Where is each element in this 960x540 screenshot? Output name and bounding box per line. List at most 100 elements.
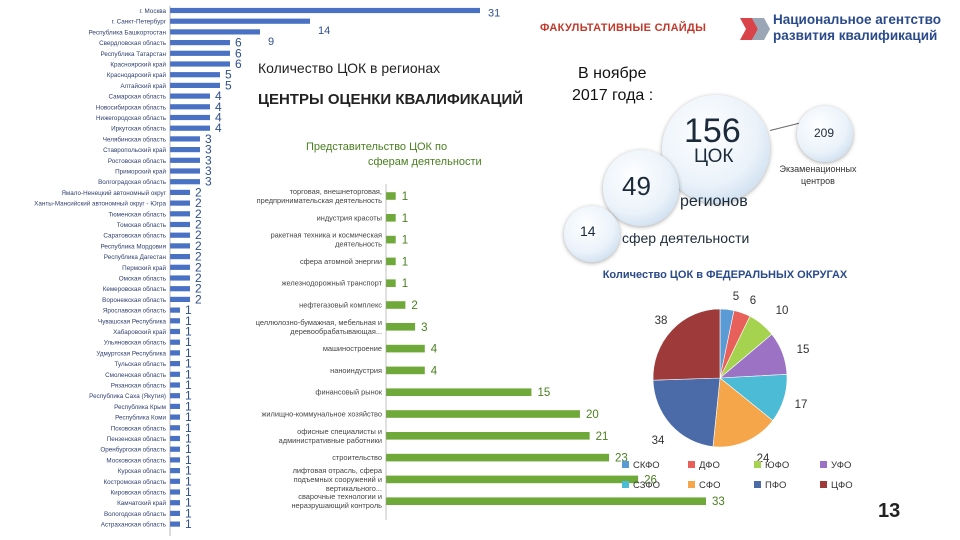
region-value: 6 — [235, 36, 242, 50]
region-bar — [170, 18, 310, 24]
sector-label: строительство — [332, 453, 382, 462]
region-value: 2 — [195, 218, 202, 232]
region-value: 1 — [185, 357, 192, 371]
sector-label: железнодорожный транспорт — [282, 279, 383, 288]
region-label: Кемеровская область — [103, 285, 167, 293]
sector-label: целлюлозно-бумажная, мебельная и деревооб… — [256, 318, 382, 336]
bubble-regions — [603, 150, 679, 226]
region-label: Пермский край — [122, 264, 166, 272]
bubble-connector — [769, 122, 800, 131]
region-value: 14 — [318, 25, 330, 37]
period-line-2: 2017 года : — [572, 87, 654, 104]
region-bar — [170, 40, 230, 46]
region-value: 4 — [215, 89, 222, 103]
region-label: Республика Татарстан — [100, 50, 166, 58]
region-value: 1 — [185, 453, 192, 467]
region-bar — [170, 264, 190, 270]
sector-bar — [386, 453, 610, 462]
region-bar — [170, 307, 180, 313]
legend-swatch — [820, 461, 827, 468]
sector-value: 1 — [402, 235, 408, 247]
region-bar — [170, 254, 190, 260]
region-label: Воронежская область — [102, 296, 167, 304]
sector-value: 4 — [431, 365, 438, 377]
sector-bar — [386, 192, 396, 200]
region-value: 1 — [185, 378, 192, 392]
region-value: 2 — [195, 282, 202, 296]
exam-centers-count: 209 — [814, 126, 835, 140]
sector-label: машиностроение — [323, 344, 382, 353]
legend-swatch — [688, 461, 695, 468]
legend-label: УФО — [831, 460, 851, 471]
sector-label: финансовый рынок — [315, 388, 382, 397]
sector-value: 20 — [586, 409, 599, 421]
regions-label: регионов — [680, 193, 748, 210]
logo-mark-icon — [740, 18, 770, 40]
logo-line-2: развития квалификаций — [773, 28, 938, 43]
region-value: 1 — [185, 442, 192, 456]
legend-label: ЦФО — [831, 480, 853, 491]
region-value: 1 — [185, 506, 192, 520]
region-bar — [170, 521, 180, 527]
sector-bar — [386, 235, 396, 244]
region-bar — [170, 489, 180, 495]
region-value: 5 — [225, 68, 232, 82]
region-label: Тульская область — [115, 360, 167, 368]
region-bar — [170, 361, 180, 367]
region-label: Республика Саха (Якутия) — [89, 392, 166, 400]
pie-slice — [712, 377, 774, 448]
headline-title: ЦЕНТРЫ ОЦЕНКИ КВАЛИФИКАЦИЙ — [258, 91, 524, 108]
bubble-tsok — [662, 95, 770, 203]
pie-chart-title: Количество ЦОК в ФЕДЕРАЛЬНЫХ ОКРУГАХ — [603, 269, 848, 281]
sector-value: 1 — [402, 213, 408, 225]
region-value: 3 — [205, 132, 212, 146]
region-value: 2 — [195, 260, 202, 274]
pie-value: 17 — [795, 399, 808, 411]
federal-districts-pie-chart: Количество ЦОК в ФЕДЕРАЛЬНЫХ ОКРУГАХ 5 6 10… — [603, 269, 853, 491]
region-label: Челябинская область — [103, 135, 167, 143]
sector-value: 4 — [431, 344, 438, 356]
region-label: Вологодская область — [104, 510, 167, 518]
region-bar — [170, 189, 190, 195]
sectors-chart-title: Представительство ЦОК по сферам деятельно… — [306, 141, 482, 168]
sector-label: наноиндустрия — [330, 366, 382, 375]
sector-bar — [386, 410, 580, 418]
region-value: 1 — [185, 346, 192, 360]
region-bar — [170, 82, 220, 88]
sector-value: 1 — [402, 191, 408, 203]
region-label: Тюменская область — [108, 210, 166, 218]
region-value: 1 — [185, 410, 192, 424]
region-label: Ставропольский край — [103, 146, 166, 154]
region-bar — [170, 339, 180, 345]
region-bar — [170, 371, 180, 377]
region-value: 3 — [205, 143, 212, 157]
spheres-label: сфер деятельности — [622, 230, 750, 246]
region-bar — [170, 136, 200, 142]
region-label: Новосибирская область — [96, 103, 167, 111]
sectors-bar-chart: Представительство ЦОК по сферам деятельно… — [256, 141, 725, 520]
region-value: 1 — [185, 485, 192, 499]
region-label: Нижегородская область — [96, 114, 167, 122]
region-value: 1 — [185, 517, 192, 531]
region-label: Чувашская Республика — [98, 317, 166, 325]
region-bar — [170, 468, 180, 474]
page-number: 13 — [878, 500, 901, 522]
region-bar — [170, 221, 190, 228]
sector-value: 15 — [537, 387, 550, 399]
sector-label: лифтовая отрасль, сфера подъемных сооруже… — [293, 466, 383, 493]
region-label: Томская область — [117, 221, 167, 229]
region-bar — [170, 328, 180, 335]
sector-value: 33 — [712, 496, 725, 508]
region-bar — [170, 296, 190, 302]
sector-label: офисные специалисты и административные ра… — [279, 427, 382, 445]
region-bar — [170, 510, 180, 516]
region-label: Ямало-Ненецкий автономный округ — [61, 189, 166, 197]
exam-centers-label: Экзаменационных центров — [779, 164, 857, 186]
region-value: 1 — [185, 389, 192, 403]
region-bar — [170, 211, 190, 217]
legend-swatch — [622, 461, 629, 468]
sector-bar — [386, 344, 425, 353]
region-bar — [170, 104, 210, 110]
region-value: 1 — [185, 335, 192, 349]
legend-swatch — [754, 461, 761, 468]
